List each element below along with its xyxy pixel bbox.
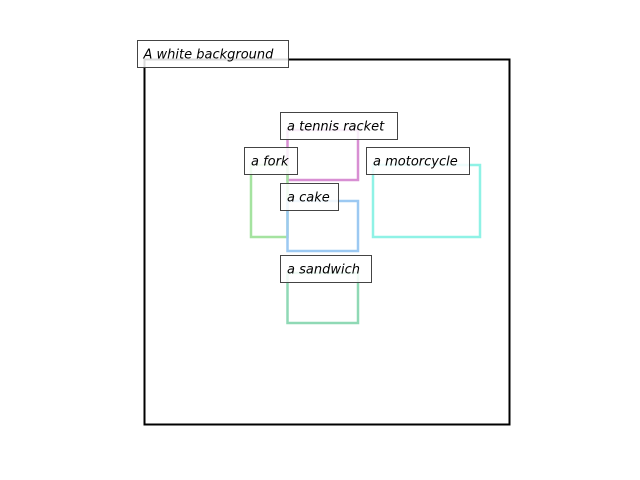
box-motorcycle xyxy=(371,163,482,239)
label-tennis-racket: a tennis racket xyxy=(287,120,385,135)
label-tag-fork: a fork xyxy=(244,147,298,175)
background-label: A white background xyxy=(143,48,275,63)
background-label-tag: A white background xyxy=(137,40,289,68)
label-motorcycle: a motorcycle xyxy=(373,155,458,170)
background-frame xyxy=(143,58,511,426)
label-sandwich: a sandwich xyxy=(287,263,360,278)
label-tag-sandwich: a sandwich xyxy=(280,255,372,283)
label-tag-motorcycle: a motorcycle xyxy=(366,147,470,175)
label-cake: a cake xyxy=(287,191,330,206)
label-fork: a fork xyxy=(251,155,289,170)
label-tag-cake: a cake xyxy=(280,183,339,211)
label-tag-tennis-racket: a tennis racket xyxy=(280,112,398,140)
